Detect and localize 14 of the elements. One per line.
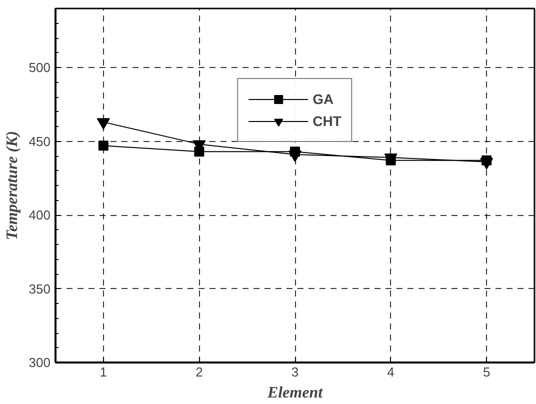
x-tick-label: 4: [387, 364, 394, 380]
y-tick-label: 400: [28, 208, 51, 222]
legend-label: GA: [312, 91, 334, 107]
y-tick-label: 300: [28, 355, 51, 370]
x-tick-label: 2: [196, 364, 203, 380]
x-tick-label: 5: [482, 364, 490, 380]
legend-label: CHT: [312, 113, 342, 129]
x-tick-label: 3: [291, 364, 299, 380]
y-tick-label: 350: [28, 281, 51, 296]
x-tick-label: 1: [100, 364, 108, 380]
y-tick-label: 450: [28, 134, 51, 149]
x-axis-title: Element: [266, 384, 324, 402]
y-axis-title: Temperature (K): [4, 130, 21, 240]
y-tick-label: 500: [28, 60, 51, 75]
